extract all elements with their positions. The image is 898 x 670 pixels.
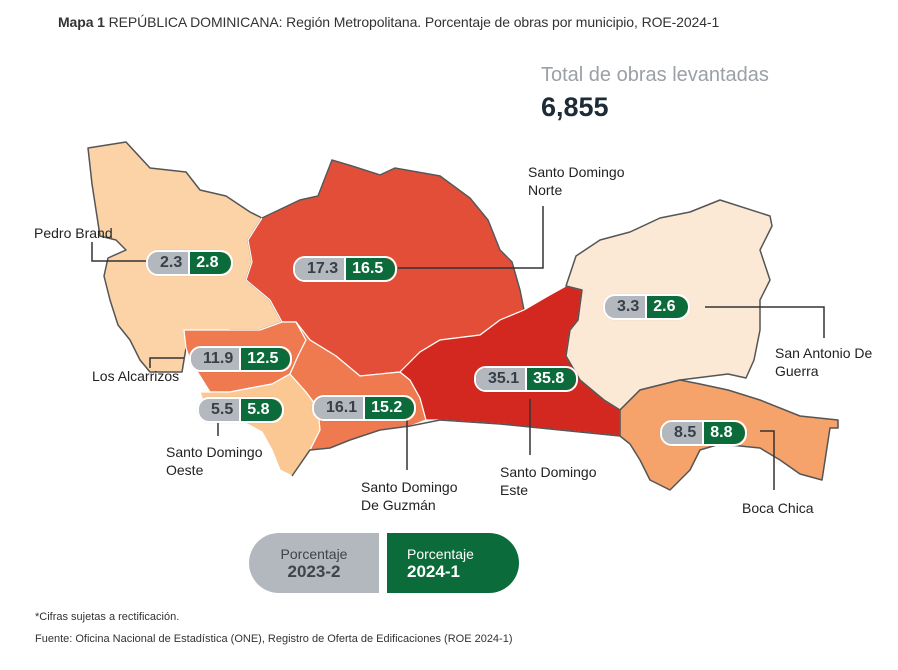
- pct-2023-2: 3.3: [605, 296, 648, 318]
- pct-2024-1: 15.2: [365, 397, 415, 419]
- label-line: Guerra: [775, 363, 819, 379]
- label-line: Santo Domingo: [361, 479, 458, 495]
- pct-2023-2: 2.3: [148, 252, 191, 274]
- pct-2024-1: 2.8: [190, 252, 231, 274]
- label-los-alcarrizos: Los Alcarrizos: [92, 367, 179, 385]
- legend-2023-2: Porcentaje 2023-2: [249, 533, 379, 593]
- label-santo-domingo-este: Santo Domingo Este: [500, 463, 597, 499]
- label-line: Oeste: [166, 462, 204, 478]
- pct-2023-2: 16.1: [314, 397, 366, 419]
- leader-lines: [91, 206, 825, 490]
- legend-period: 2023-2: [287, 562, 341, 581]
- pct-2024-1: 5.8: [241, 399, 282, 421]
- label-line: Santo Domingo: [166, 444, 263, 460]
- label-pedro-brand: Pedro Brand: [34, 224, 113, 242]
- label-santo-domingo-norte: Santo Domingo Norte: [528, 163, 625, 199]
- label-line: De Guzmán: [361, 497, 436, 513]
- pct-2024-1: 2.6: [647, 296, 688, 318]
- label-line: Santo Domingo: [528, 164, 625, 180]
- pill-los-alcarrizos: 11.9 12.5: [189, 346, 293, 372]
- pct-2024-1: 8.8: [704, 422, 745, 444]
- legend-period: 2024-1: [407, 562, 460, 581]
- label-line: Pedro Brand: [34, 225, 113, 241]
- total-value: 6,855: [541, 92, 609, 122]
- source-note: Fuente: Oficina Nacional de Estadística …: [35, 633, 513, 645]
- legend-label: Porcentaje: [407, 546, 474, 562]
- label-santo-domingo-oeste: Santo Domingo Oeste: [166, 443, 263, 479]
- map-number: Mapa 1: [58, 14, 105, 30]
- pct-2023-2: 8.5: [662, 422, 705, 444]
- label-line: Los Alcarrizos: [92, 368, 180, 384]
- label-santo-domingo-de-guzman: Santo Domingo De Guzmán: [361, 478, 458, 514]
- legend-label: Porcentaje: [280, 546, 348, 562]
- label-line: Boca Chica: [742, 500, 814, 516]
- pct-2023-2: 17.3: [295, 258, 347, 280]
- label-line: San Antonio De: [775, 345, 873, 361]
- pct-2023-2: 11.9: [191, 348, 242, 370]
- pill-santo-domingo-de-guzman: 16.1 15.2: [312, 395, 417, 421]
- label-san-antonio-de-guerra: San Antonio De Guerra: [775, 344, 872, 380]
- pill-boca-chica: 8.5 8.8: [660, 420, 747, 446]
- pct-2023-2: 5.5: [199, 399, 242, 421]
- label-line: Este: [500, 482, 529, 498]
- pct-2023-2: 35.1: [476, 368, 528, 390]
- label-boca-chica: Boca Chica: [742, 499, 814, 517]
- map-title-text: REPÚBLICA DOMINICANA: Región Metropolita…: [108, 14, 720, 30]
- total-label: Total de obras levantadas: [541, 64, 769, 86]
- pill-pedro-brand: 2.3 2.8: [146, 250, 233, 276]
- pct-2024-1: 16.5: [346, 258, 396, 280]
- pct-2024-1: 12.5: [241, 348, 291, 370]
- disclaimer-note: *Cifras sujetas a rectificación.: [35, 611, 180, 623]
- pct-2024-1: 35.8: [527, 368, 577, 390]
- map-title: Mapa 1 REPÚBLICA DOMINICANA: Región Metr…: [58, 14, 719, 30]
- label-line: Santo Domingo: [500, 464, 597, 480]
- pill-santo-domingo-este: 35.1 35.8: [474, 366, 579, 392]
- label-line: Norte: [528, 182, 563, 198]
- pill-santo-domingo-oeste: 5.5 5.8: [197, 397, 284, 423]
- pill-san-antonio-de-guerra: 3.3 2.6: [603, 294, 690, 320]
- legend-2024-1: Porcentaje 2024-1: [387, 533, 519, 593]
- pill-santo-domingo-norte: 17.3 16.5: [293, 256, 398, 282]
